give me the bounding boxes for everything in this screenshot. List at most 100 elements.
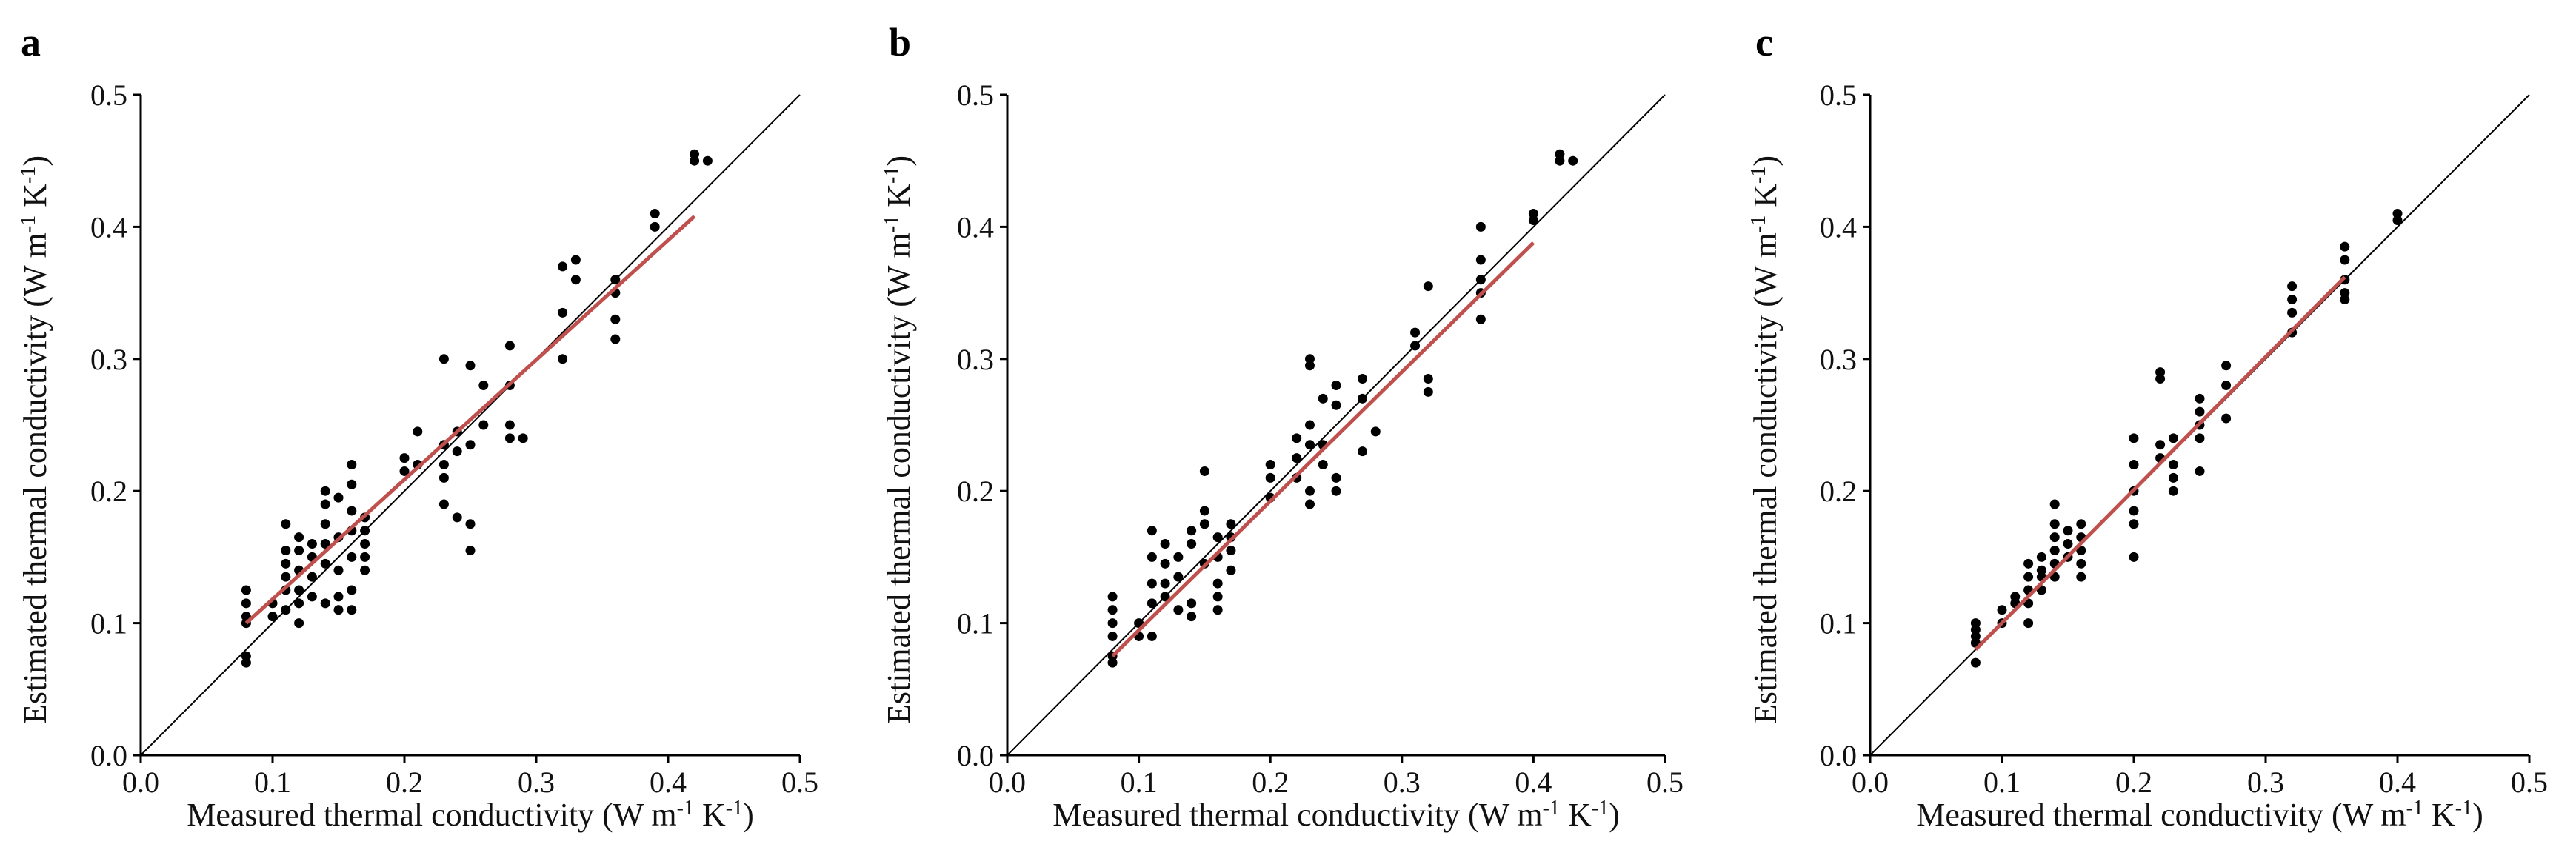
- data-point: [2049, 532, 2060, 543]
- data-point: [2168, 433, 2178, 443]
- data-point: [478, 380, 489, 390]
- x-tick-label: 0.5: [781, 766, 818, 799]
- data-point: [1555, 155, 1565, 166]
- data-point: [1107, 657, 1118, 668]
- data-point: [1187, 598, 1197, 609]
- data-point: [2076, 519, 2086, 529]
- x-tick-label: 0.2: [2115, 766, 2152, 799]
- data-point: [1199, 519, 1209, 529]
- data-point: [241, 585, 251, 595]
- data-point: [320, 539, 330, 549]
- y-tick-label: 0.5: [90, 78, 127, 112]
- data-point: [452, 446, 462, 457]
- y-axis-title: Estimated thermal conductivity (W m-1 K-…: [881, 155, 918, 724]
- data-point: [465, 519, 476, 529]
- data-point: [1475, 275, 1486, 285]
- data-point: [307, 539, 317, 549]
- y-tick-label: 0.4: [1820, 210, 1857, 244]
- data-point: [1173, 572, 1184, 582]
- data-point: [452, 512, 462, 523]
- data-point: [1331, 400, 1341, 410]
- data-point: [1475, 314, 1486, 324]
- data-point: [570, 275, 581, 285]
- data-point: [1292, 453, 1302, 463]
- data-point: [2221, 380, 2232, 390]
- data-point: [2340, 288, 2350, 298]
- x-tick-label: 0.4: [2379, 766, 2416, 799]
- y-tick-label: 0.5: [1820, 78, 1857, 112]
- y-axis-title: Estimated thermal conductivity (W m-1 K-…: [17, 155, 54, 724]
- data-point: [1358, 446, 1368, 457]
- data-point: [2195, 433, 2205, 443]
- data-point: [2392, 209, 2403, 219]
- data-point: [1147, 526, 1157, 536]
- data-point: [2129, 506, 2139, 516]
- data-point: [1107, 631, 1118, 641]
- data-point: [2168, 472, 2178, 483]
- data-point: [2195, 466, 2205, 476]
- data-point: [1147, 578, 1157, 589]
- y-axis-title: Estimated thermal conductivity (W m-1 K-…: [1747, 155, 1784, 724]
- data-point: [2023, 572, 2034, 582]
- data-point: [2195, 393, 2205, 404]
- data-point: [2221, 413, 2232, 424]
- data-point: [1212, 605, 1223, 615]
- data-point: [267, 612, 278, 622]
- data-point: [281, 572, 291, 582]
- data-point: [2063, 539, 2073, 549]
- panel-letter: c: [1755, 20, 1773, 64]
- data-point: [702, 155, 713, 166]
- y-tick-label: 0.0: [957, 739, 994, 772]
- data-point: [2155, 440, 2166, 450]
- data-point: [347, 460, 357, 470]
- data-point: [1475, 221, 1486, 232]
- data-point: [241, 657, 251, 668]
- data-point: [2287, 281, 2298, 292]
- x-tick-label: 0.4: [650, 766, 687, 799]
- data-point: [1226, 519, 1236, 529]
- data-point: [333, 492, 344, 503]
- x-tick-label: 0.3: [2247, 766, 2284, 799]
- data-point: [1331, 380, 1341, 390]
- data-point: [1318, 393, 1328, 404]
- data-point: [1187, 539, 1197, 549]
- regression-line: [244, 215, 696, 625]
- data-point: [1528, 209, 1538, 219]
- data-point: [2129, 460, 2139, 470]
- data-point: [2168, 486, 2178, 496]
- data-point: [1199, 466, 1209, 476]
- y-tick-label: 0.1: [1820, 607, 1857, 640]
- data-point: [307, 592, 317, 602]
- data-point: [320, 499, 330, 509]
- y-tick-label: 0.0: [90, 739, 127, 772]
- data-point: [1226, 565, 1236, 575]
- y-tick-label: 0.4: [957, 210, 994, 244]
- data-point: [1304, 420, 1315, 430]
- data-point: [1160, 539, 1170, 549]
- data-point: [1173, 552, 1184, 562]
- data-point: [1970, 625, 1981, 635]
- data-point: [360, 565, 370, 575]
- data-point: [518, 433, 528, 443]
- data-point: [360, 552, 370, 562]
- data-point: [1568, 155, 1578, 166]
- data-point: [1107, 605, 1118, 615]
- data-point: [2340, 295, 2350, 305]
- data-point: [1528, 215, 1538, 225]
- panel-letter: b: [889, 20, 911, 64]
- data-point: [1475, 255, 1486, 265]
- data-point: [1331, 486, 1341, 496]
- data-point: [1423, 386, 1433, 397]
- data-point: [333, 565, 344, 575]
- one-to-one-line: [1007, 94, 1666, 756]
- data-point: [1160, 592, 1170, 602]
- data-point: [1265, 472, 1275, 483]
- data-point: [1212, 532, 1223, 543]
- data-point: [570, 255, 581, 265]
- data-point: [690, 149, 700, 159]
- data-point: [2155, 367, 2166, 378]
- data-point: [1304, 361, 1315, 371]
- data-point: [1304, 486, 1315, 496]
- one-to-one-line: [140, 94, 801, 756]
